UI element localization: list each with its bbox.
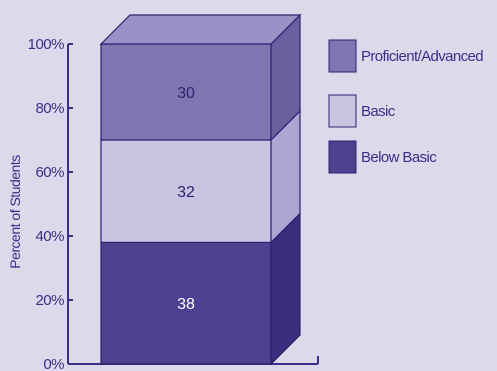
bar-stack [101, 15, 300, 364]
bar-segment-value-label: 30 [177, 85, 195, 102]
legend-swatch [329, 40, 356, 72]
y-tick-label: 60% [35, 164, 64, 181]
bar-segment-value-label: 32 [177, 184, 195, 201]
y-tick-label: 40% [35, 228, 64, 245]
y-tick-label: 20% [35, 292, 64, 309]
bar-segment-value-label: 38 [177, 296, 195, 313]
y-tick-label: 0% [43, 356, 64, 371]
legend: Proficient/Advanced Basic Below Basic [329, 40, 483, 173]
y-tick-label: 80% [35, 100, 64, 117]
legend-label: Basic [361, 103, 396, 120]
legend-swatch [329, 95, 356, 127]
y-tick-label: 100% [28, 36, 65, 53]
legend-label: Below Basic [361, 149, 437, 166]
legend-label: Proficient/Advanced [361, 48, 483, 65]
y-axis-label: Percent of Students [7, 155, 23, 269]
legend-swatch [329, 141, 356, 173]
bar-top-face [101, 15, 300, 44]
